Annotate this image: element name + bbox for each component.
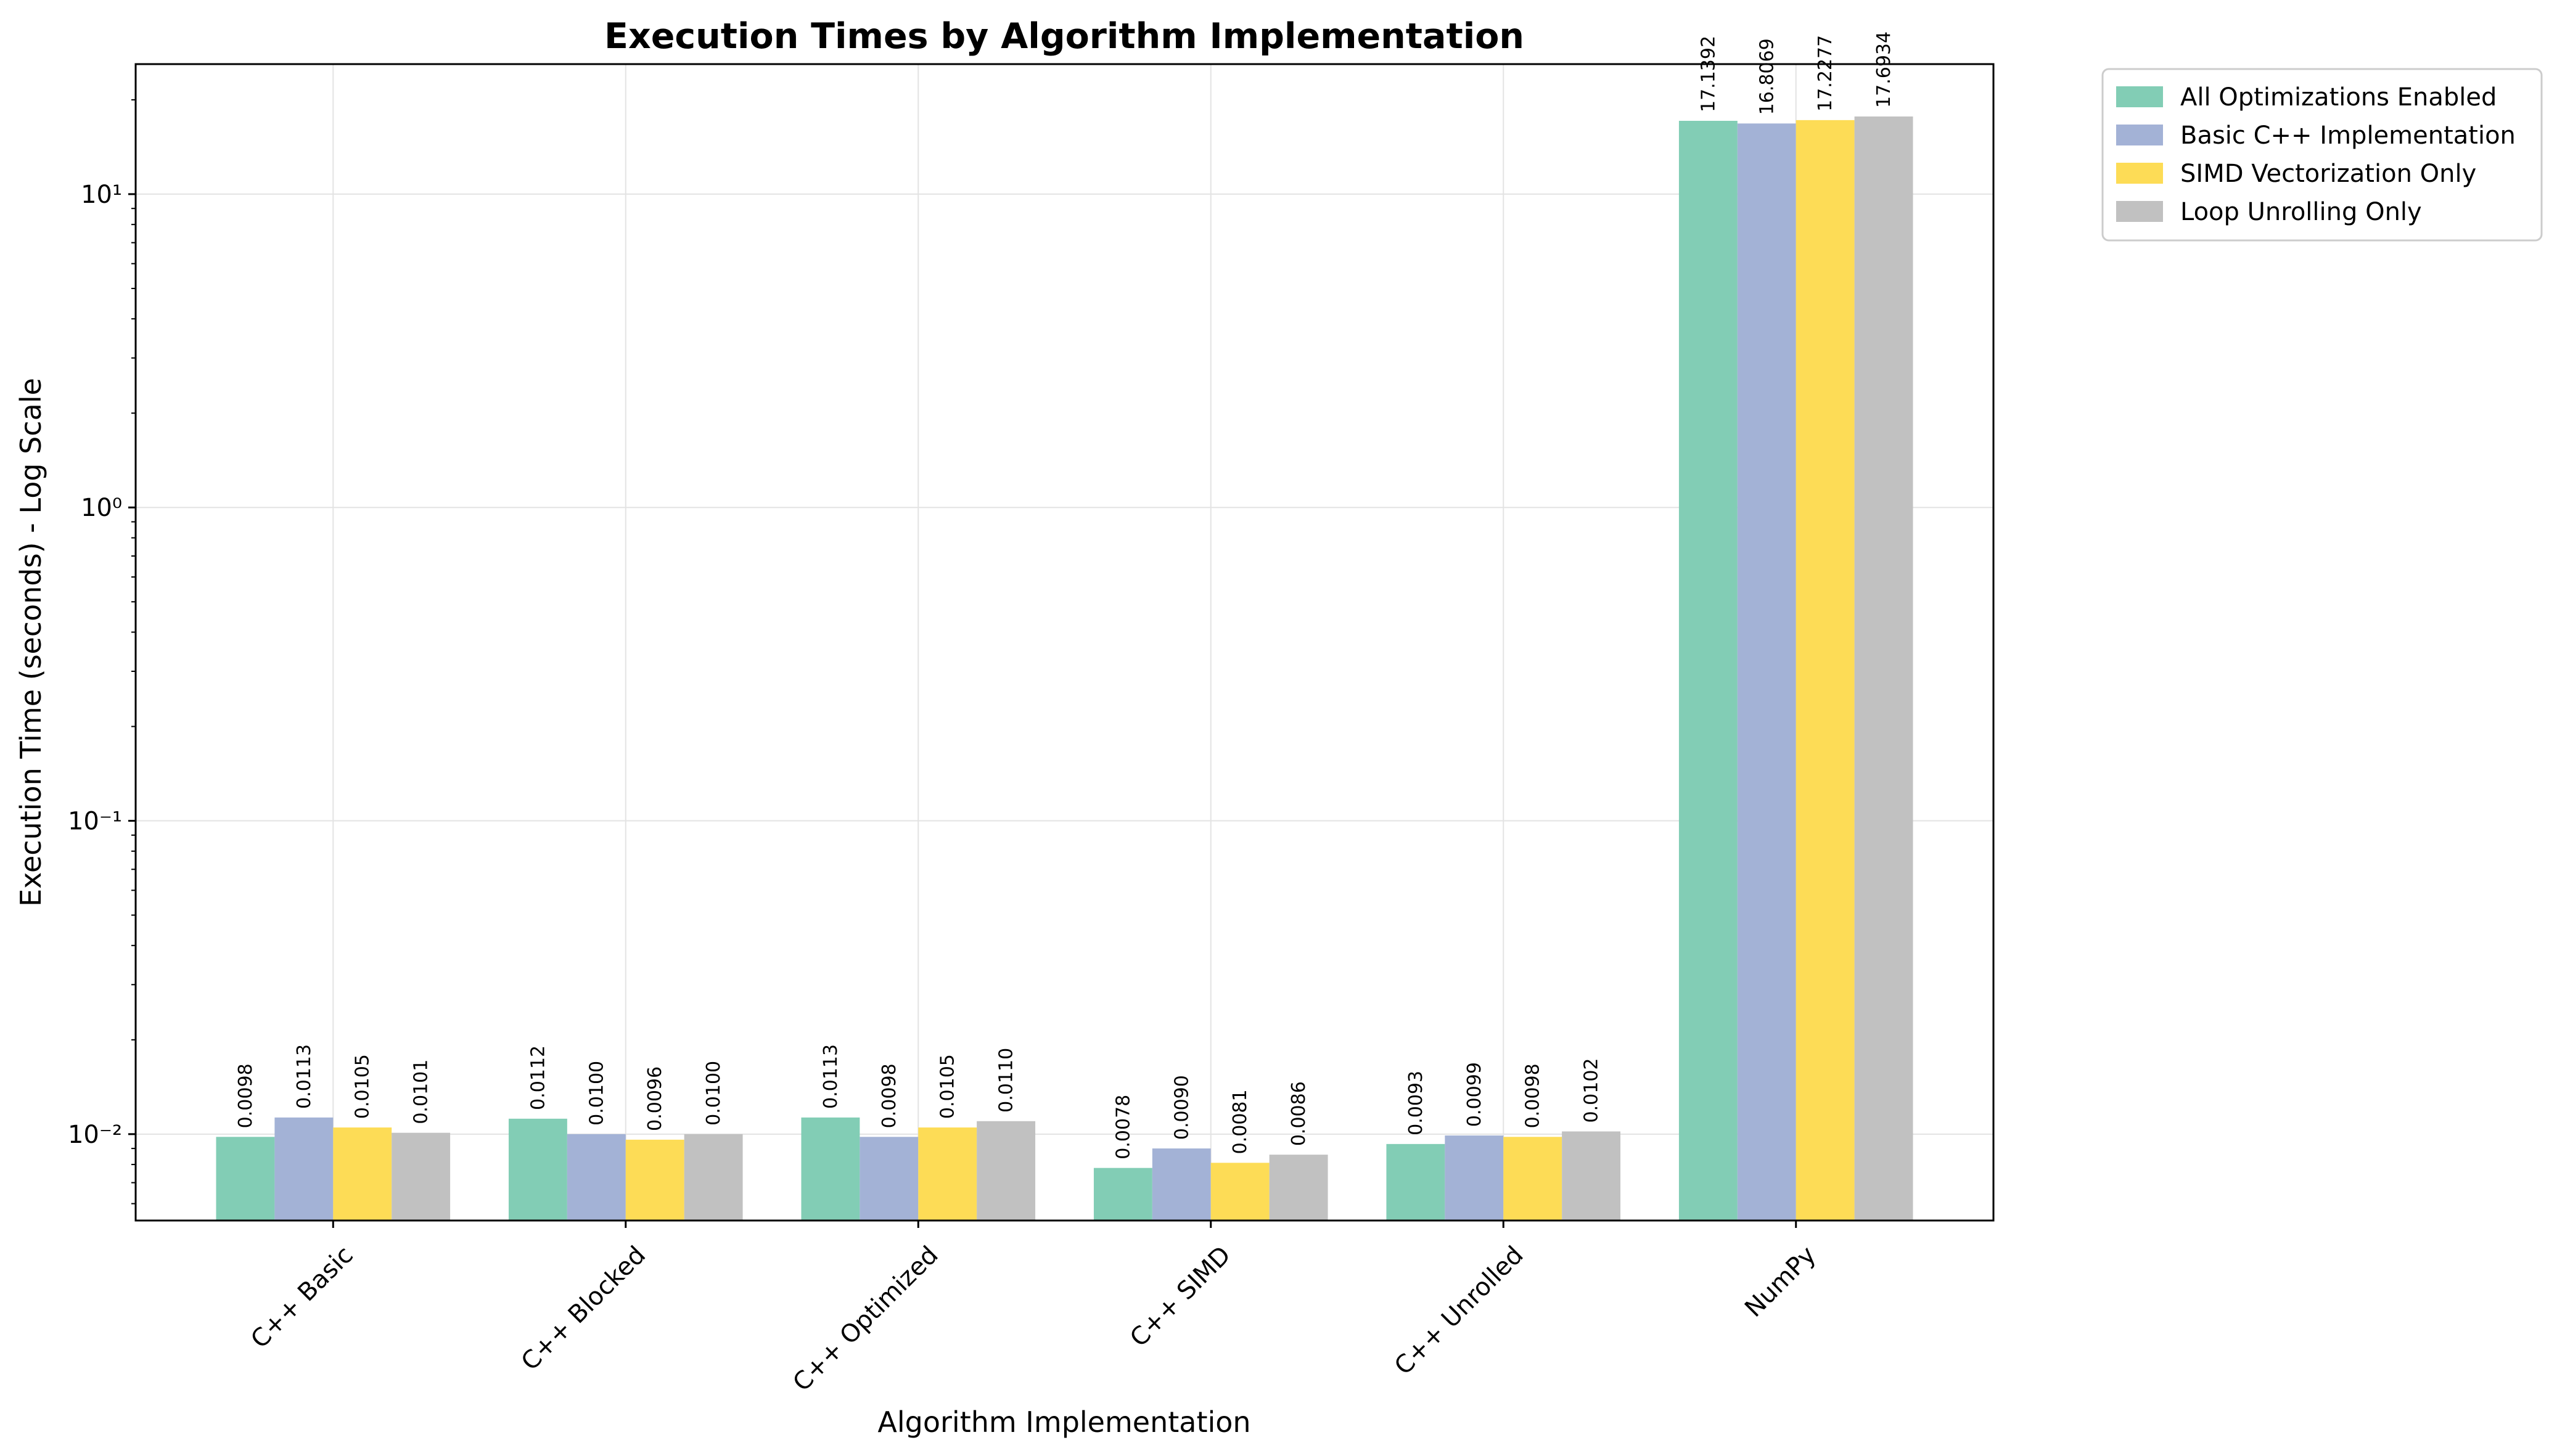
- bar-value-label: 0.0100: [703, 1061, 724, 1126]
- data-labels: 0.0098 0.0112 0.0113 0.0078 0.0093 17.1392 0.0…: [235, 31, 1895, 1159]
- bar: [216, 1137, 275, 1221]
- bar-value-label: 0.0090: [1171, 1075, 1192, 1140]
- bar: [1854, 116, 1913, 1221]
- bar-value-label: 0.0100: [586, 1061, 607, 1126]
- bar-value-label: 0.0093: [1405, 1071, 1427, 1135]
- bar: [1269, 1155, 1328, 1221]
- bar-value-label: 0.0098: [879, 1063, 900, 1128]
- bar-value-label: 0.0102: [1581, 1058, 1603, 1123]
- bar: [567, 1134, 626, 1221]
- bar: [801, 1117, 860, 1221]
- chart-title: Execution Times by Algorithm Implementat…: [604, 16, 1524, 57]
- bar: [274, 1117, 334, 1221]
- bar: [333, 1127, 392, 1221]
- y-tick-label: 10¹: [81, 181, 122, 209]
- bar-value-label: 0.0098: [235, 1063, 257, 1128]
- y-tick-label: 10⁻²: [68, 1121, 122, 1149]
- x-axis-label: Algorithm Implementation: [877, 1405, 1250, 1439]
- bar: [684, 1134, 743, 1221]
- legend-swatch: [2116, 86, 2163, 107]
- bar-value-label: 0.0105: [937, 1054, 959, 1119]
- bar-value-label: 0.0112: [527, 1045, 549, 1110]
- bar: [1093, 1168, 1152, 1221]
- bar: [1210, 1163, 1270, 1221]
- bar: [625, 1139, 684, 1221]
- legend-label: Loop Unrolling Only: [2180, 198, 2422, 226]
- bar: [1678, 120, 1738, 1221]
- bar: [392, 1132, 451, 1221]
- bar-value-label: 0.0113: [293, 1044, 315, 1109]
- bar-value-label: 0.0099: [1464, 1062, 1485, 1127]
- bar: [1562, 1131, 1621, 1221]
- legend-swatch: [2116, 163, 2163, 184]
- legend-swatch: [2116, 201, 2163, 222]
- bar-value-label: 0.0101: [411, 1060, 432, 1124]
- bar-value-label: 17.6934: [1873, 31, 1895, 108]
- bar: [1796, 120, 1855, 1221]
- legend-swatch: [2116, 125, 2163, 145]
- bar: [860, 1137, 919, 1221]
- bar-value-label: 17.1392: [1697, 36, 1719, 112]
- legend: All Optimizations Enabled Basic C++ Imple…: [2101, 68, 2543, 242]
- y-axis-label: Execution Time (seconds) - Log Scale: [14, 378, 47, 907]
- bar-value-label: 0.0110: [996, 1048, 1017, 1113]
- bar-value-label: 0.0098: [1522, 1063, 1544, 1128]
- legend-frame: [2101, 68, 2543, 242]
- bar-value-label: 0.0113: [820, 1044, 842, 1109]
- bar-value-label: 0.0081: [1229, 1089, 1251, 1154]
- y-tick-label: 10⁰: [81, 494, 122, 522]
- bar: [977, 1121, 1036, 1221]
- bar: [1386, 1143, 1445, 1221]
- bar-value-label: 0.0096: [644, 1066, 666, 1131]
- bar: [508, 1118, 567, 1221]
- bar: [1152, 1148, 1211, 1221]
- legend-label: All Optimizations Enabled: [2180, 83, 2497, 112]
- plot-frame: [134, 63, 1995, 1222]
- y-tick-label: 10⁻¹: [68, 808, 122, 836]
- legend-label: Basic C++ Implementation: [2180, 121, 2516, 150]
- bar: [1445, 1135, 1504, 1221]
- bar: [1737, 123, 1796, 1221]
- bar-value-label: 0.0105: [352, 1054, 374, 1119]
- bar-value-label: 0.0086: [1288, 1081, 1310, 1146]
- bar-value-label: 17.2277: [1815, 35, 1836, 112]
- bar: [1503, 1137, 1562, 1221]
- bar: [918, 1127, 977, 1221]
- bar-value-label: 0.0078: [1112, 1095, 1134, 1159]
- bars: [216, 116, 1913, 1221]
- bar-value-label: 16.8069: [1756, 38, 1778, 115]
- legend-label: SIMD Vectorization Only: [2180, 160, 2476, 188]
